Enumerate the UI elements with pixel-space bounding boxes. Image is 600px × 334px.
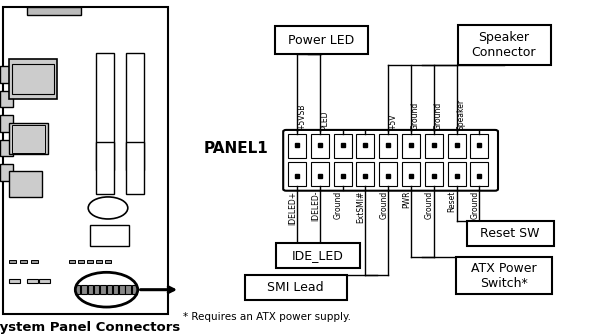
Text: Ground: Ground [434,102,443,130]
Bar [0,91,13,107]
Text: +5VSB: +5VSB [297,104,306,130]
Bar [356,162,374,186]
Bar [334,134,352,158]
Bar [276,243,360,268]
Bar [458,25,551,65]
Bar [402,134,420,158]
Bar [448,134,466,158]
Bar [88,285,93,294]
Text: PLED: PLED [320,111,329,130]
Bar [311,134,329,158]
Bar [82,285,87,294]
Text: +5V: +5V [388,114,397,130]
Bar [39,279,50,283]
Bar [9,260,16,263]
Bar [105,260,111,263]
Text: Ground: Ground [379,191,388,219]
Bar [3,7,168,314]
Text: IDE_LED: IDE_LED [292,249,344,262]
Bar [470,134,488,158]
Text: Speaker
Connector: Speaker Connector [472,31,536,59]
Bar [0,66,13,82]
Bar [94,285,100,294]
Bar [379,134,397,158]
Bar [69,260,75,263]
Bar [27,7,81,15]
Bar [425,162,443,186]
Bar [78,260,84,263]
Bar [119,285,125,294]
Text: IDELED+: IDELED+ [288,191,297,225]
Text: IDELED-: IDELED- [311,191,320,221]
Bar [9,171,42,197]
Text: Ground: Ground [411,102,420,130]
Bar [245,275,347,300]
Bar [90,225,129,246]
Bar [467,221,554,246]
Bar [9,124,48,154]
Text: Speaker: Speaker [457,99,466,130]
Bar [425,134,443,158]
Bar [100,285,106,294]
Text: ExtSMI#: ExtSMI# [356,191,365,223]
Bar [9,279,20,283]
Text: ATX Power
Switch*: ATX Power Switch* [471,262,537,290]
FancyBboxPatch shape [283,130,498,191]
Bar [470,162,488,186]
Bar [0,140,13,156]
Text: Ground: Ground [334,191,343,219]
Circle shape [88,197,128,219]
Bar [12,125,45,153]
Bar [126,53,144,170]
Text: Ground: Ground [425,191,434,219]
Bar [96,53,114,170]
Text: Reset: Reset [448,191,457,212]
Bar [288,162,306,186]
Bar [379,162,397,186]
Bar [12,63,54,94]
Bar [31,260,38,263]
Bar [288,134,306,158]
Bar [334,162,352,186]
Bar [9,59,57,99]
Bar [96,260,102,263]
Bar [311,162,329,186]
Text: Reset SW: Reset SW [480,227,540,240]
Bar [87,260,93,263]
Bar [107,285,112,294]
Bar [402,162,420,186]
Bar [356,134,374,158]
Text: PWR: PWR [402,191,411,208]
Bar [0,115,13,132]
Bar [96,142,114,194]
Bar [456,257,552,294]
Bar [20,260,27,263]
Text: * Requires an ATX power supply.: * Requires an ATX power supply. [183,312,351,322]
Text: System Panel Connectors: System Panel Connectors [0,322,181,334]
Text: PANEL1: PANEL1 [204,141,269,156]
Bar [275,26,367,54]
Bar [126,142,144,194]
Bar [0,164,13,181]
Bar [448,162,466,186]
Text: Power LED: Power LED [288,34,354,46]
Bar [125,285,131,294]
Text: Ground: Ground [470,191,479,219]
Bar [113,285,118,294]
Bar [132,285,137,294]
Bar [75,285,80,294]
Bar [27,279,38,283]
Text: SMI Lead: SMI Lead [268,281,324,294]
